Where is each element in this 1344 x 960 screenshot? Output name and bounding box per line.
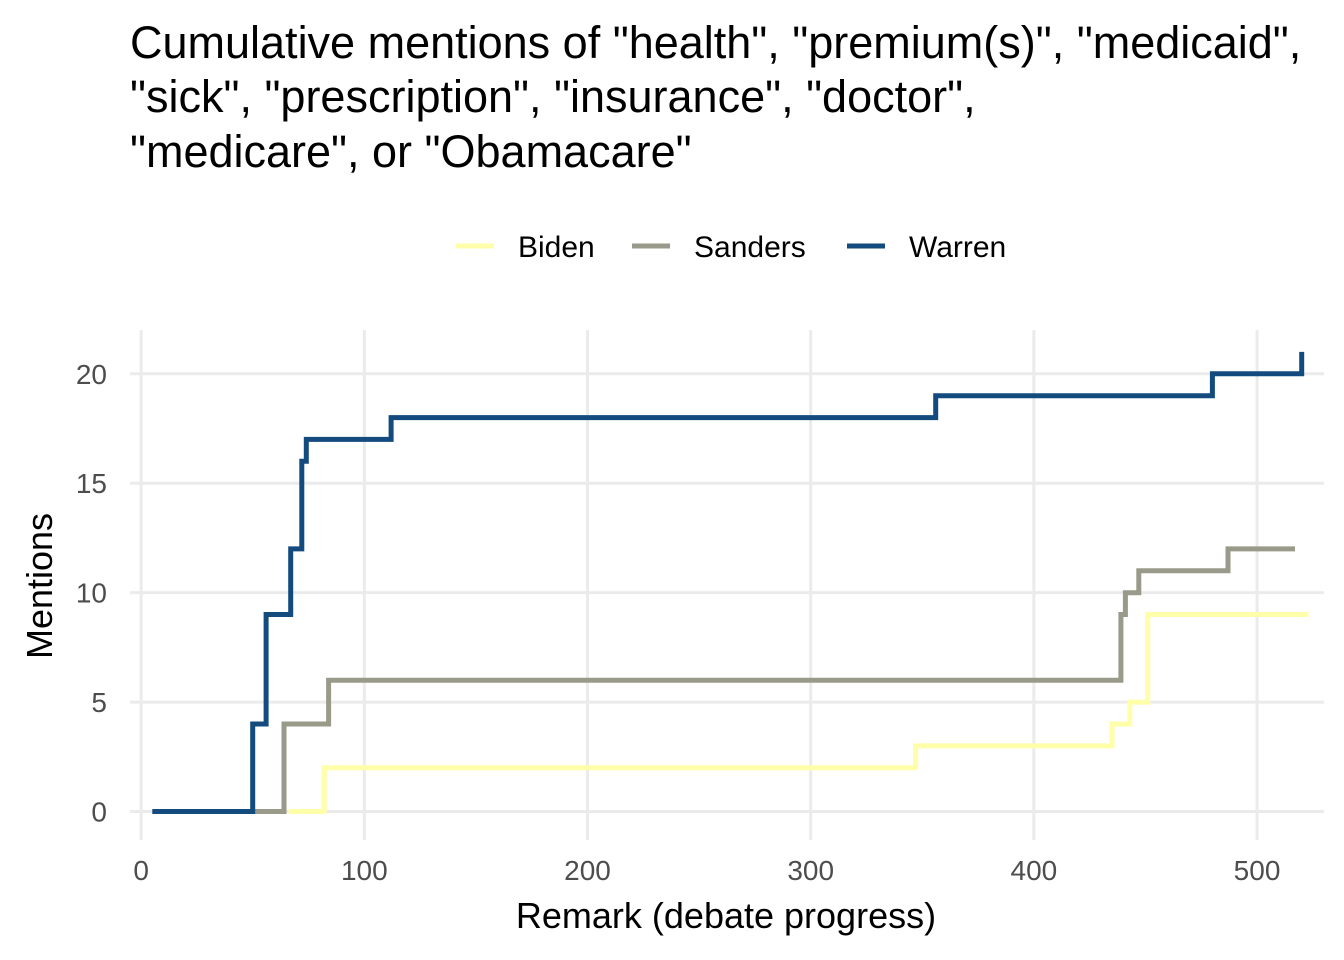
chart-title-line-3: "medicare", or "Obamacare"	[130, 126, 692, 177]
y-axis-ticks: 0 5 10 15 20	[76, 359, 107, 828]
x-tick-label: 300	[787, 855, 834, 886]
x-axis-ticks: 0 100 200 300 400 500	[133, 855, 1280, 886]
chart-title-line-2: "sick", "prescription", "insurance", "do…	[130, 71, 976, 122]
y-tick-label: 10	[76, 578, 107, 609]
y-tick-label: 5	[91, 687, 107, 718]
y-axis-title: Mentions	[19, 513, 60, 659]
series-line-sanders	[252, 546, 1295, 814]
series-lines	[152, 351, 1309, 814]
y-tick-label: 0	[91, 797, 107, 828]
x-tick-label: 100	[341, 855, 388, 886]
legend-label-biden: Biden	[518, 231, 595, 264]
x-tick-label: 0	[133, 855, 149, 886]
x-tick-label: 400	[1011, 855, 1058, 886]
chart-title: Cumulative mentions of "health", "premiu…	[130, 17, 1301, 177]
legend-label-sanders: Sanders	[694, 231, 806, 264]
y-tick-label: 15	[76, 468, 107, 499]
chart-title-line-1: Cumulative mentions of "health", "premiu…	[130, 17, 1301, 68]
x-tick-label: 200	[564, 855, 611, 886]
legend-label-warren: Warren	[909, 231, 1006, 264]
series-line-biden	[288, 612, 1309, 814]
legend: Biden Sanders Warren	[456, 231, 1006, 264]
x-tick-label: 500	[1234, 855, 1281, 886]
series-line-warren	[152, 351, 1305, 814]
x-axis-title: Remark (debate progress)	[516, 895, 936, 936]
gridlines	[130, 330, 1324, 840]
y-tick-label: 20	[76, 359, 107, 390]
